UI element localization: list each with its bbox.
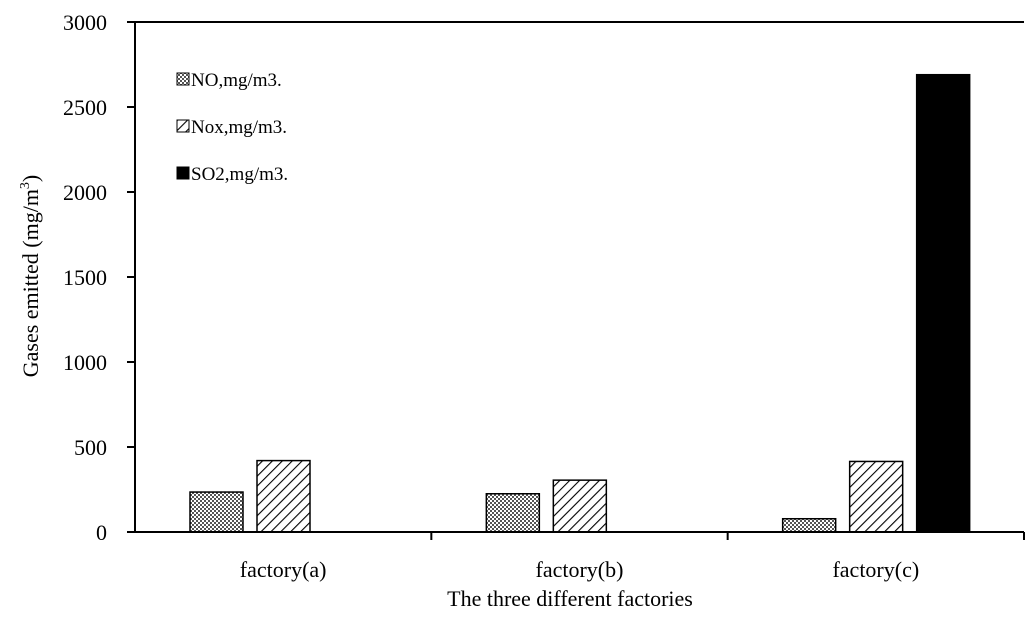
y-tick-label: 2000 bbox=[63, 180, 107, 205]
bar-no-factoryb bbox=[485, 493, 541, 533]
axes bbox=[127, 21, 1025, 540]
y-axis-title-superscript: 3 bbox=[18, 182, 33, 189]
legend: NO,mg/m3. Nox,mg/m3. SO2,mg/m3. bbox=[176, 70, 288, 185]
legend-swatch bbox=[176, 72, 190, 86]
bars bbox=[189, 73, 971, 533]
y-tick-label: 3000 bbox=[63, 10, 107, 35]
bar-so2-factoryc bbox=[915, 73, 971, 533]
y-axis-title-close: ) bbox=[18, 175, 43, 182]
x-tick-label: factory(a) bbox=[240, 557, 327, 582]
y-axis-title: Gases emitted (mg/m3) bbox=[18, 175, 43, 378]
y-tick-label: 2500 bbox=[63, 95, 107, 120]
x-tick-label: factory(b) bbox=[536, 557, 624, 582]
y-tick-label: 0 bbox=[96, 520, 107, 545]
bar-no-factoryc bbox=[781, 517, 837, 533]
legend-swatch bbox=[176, 119, 190, 133]
x-tick-label: factory(c) bbox=[832, 557, 919, 582]
bar-nox-factoryb bbox=[552, 479, 608, 533]
legend-label: Nox,mg/m3. bbox=[191, 117, 287, 138]
y-axis-title-main: Gases emitted (mg/m bbox=[18, 189, 43, 377]
legend-swatch bbox=[176, 166, 190, 180]
y-tick-label: 1000 bbox=[63, 350, 107, 375]
x-tick-labels: factory(a) factory(b) factory(c) bbox=[240, 557, 919, 582]
y-tick-labels: 0 500 1000 1500 2000 2500 3000 bbox=[63, 10, 107, 545]
legend-label: SO2,mg/m3. bbox=[191, 164, 288, 185]
x-axis-title: The three different factories bbox=[447, 586, 693, 611]
bar-nox-factorya bbox=[256, 459, 311, 533]
y-tick-label: 500 bbox=[74, 435, 107, 460]
y-tick-label: 1500 bbox=[63, 265, 107, 290]
bar-no-factorya bbox=[189, 491, 244, 533]
legend-label: NO,mg/m3. bbox=[191, 70, 282, 91]
bar-nox-factoryc bbox=[848, 460, 904, 533]
